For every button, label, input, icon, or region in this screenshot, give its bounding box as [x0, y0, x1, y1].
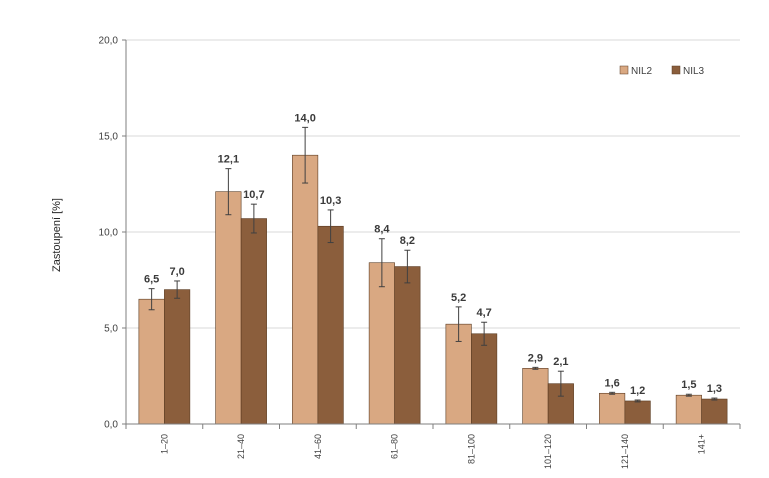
x-tick-label: 1–20	[159, 434, 169, 454]
data-label-nil3: 8,2	[400, 235, 415, 247]
x-tick-label: 121–140	[620, 434, 630, 469]
x-tick-label: 101–120	[543, 434, 553, 469]
legend-swatch-nil2	[619, 65, 629, 75]
bars	[138, 126, 728, 425]
data-labels: 6,5 12,1 14,0 8,4 5,2 2,9 1,6 1,5 7,0 10,7 10,3 8,2…	[144, 112, 722, 397]
data-label-nil2: 8,4	[374, 224, 390, 236]
x-tick-label: 21–40	[236, 434, 246, 459]
legend-swatch-nil3	[671, 65, 681, 75]
bar-nil2	[368, 262, 395, 425]
data-label-nil3: 1,2	[630, 385, 645, 397]
bar-nil2	[215, 191, 242, 425]
bar-nil3	[164, 289, 191, 425]
y-tick-label: 5,0	[104, 324, 118, 335]
x-tick-label: 81–100	[466, 434, 476, 464]
bar-nil2	[599, 392, 626, 425]
legend-label-nil2: NIL2	[631, 66, 653, 77]
y-tick-label: 20,0	[99, 36, 119, 47]
data-label-nil2: 1,5	[681, 379, 696, 391]
data-label-nil3: 2,1	[553, 356, 568, 368]
data-label-nil2: 5,2	[451, 292, 466, 304]
y-axis-label: Zastoupení [%]	[51, 198, 63, 272]
data-label-nil3: 10,7	[243, 189, 264, 201]
x-tick-label: 41–60	[313, 434, 323, 459]
bar-nil2	[292, 154, 319, 425]
y-tick-label: 10,0	[99, 228, 119, 239]
bar-nil3	[624, 400, 651, 425]
data-label-nil2: 12,1	[218, 154, 239, 166]
bar-nil3	[471, 333, 498, 425]
data-label-nil2: 14,0	[294, 112, 315, 124]
bar-nil2	[522, 368, 549, 425]
data-label-nil3: 10,3	[320, 195, 341, 207]
data-label-nil2: 1,6	[604, 377, 619, 389]
data-label-nil2: 6,5	[144, 274, 159, 286]
legend: NIL2 NIL3	[619, 65, 705, 77]
x-tick-label: 61–80	[390, 434, 400, 459]
bar-nil3	[701, 398, 728, 425]
legend-label-nil3: NIL3	[683, 66, 705, 77]
bar-nil3	[240, 218, 267, 425]
axes: 0,0 5,0 10,0 15,0 20,0 1–20 21–40 41–60 61–80 81–…	[99, 36, 741, 469]
data-label-nil3: 7,0	[169, 266, 184, 278]
bar-nil3	[394, 266, 421, 425]
data-label-nil3: 4,7	[476, 307, 491, 319]
bar-nil2	[138, 298, 165, 425]
data-label-nil3: 1,3	[707, 383, 722, 395]
bar-nil3	[317, 225, 344, 425]
y-tick-label: 15,0	[99, 132, 119, 143]
y-tick-label: 0,0	[104, 420, 118, 431]
x-tick-label: 141+	[697, 434, 707, 454]
data-label-nil2: 2,9	[528, 352, 543, 364]
bar-nil2	[675, 394, 702, 425]
